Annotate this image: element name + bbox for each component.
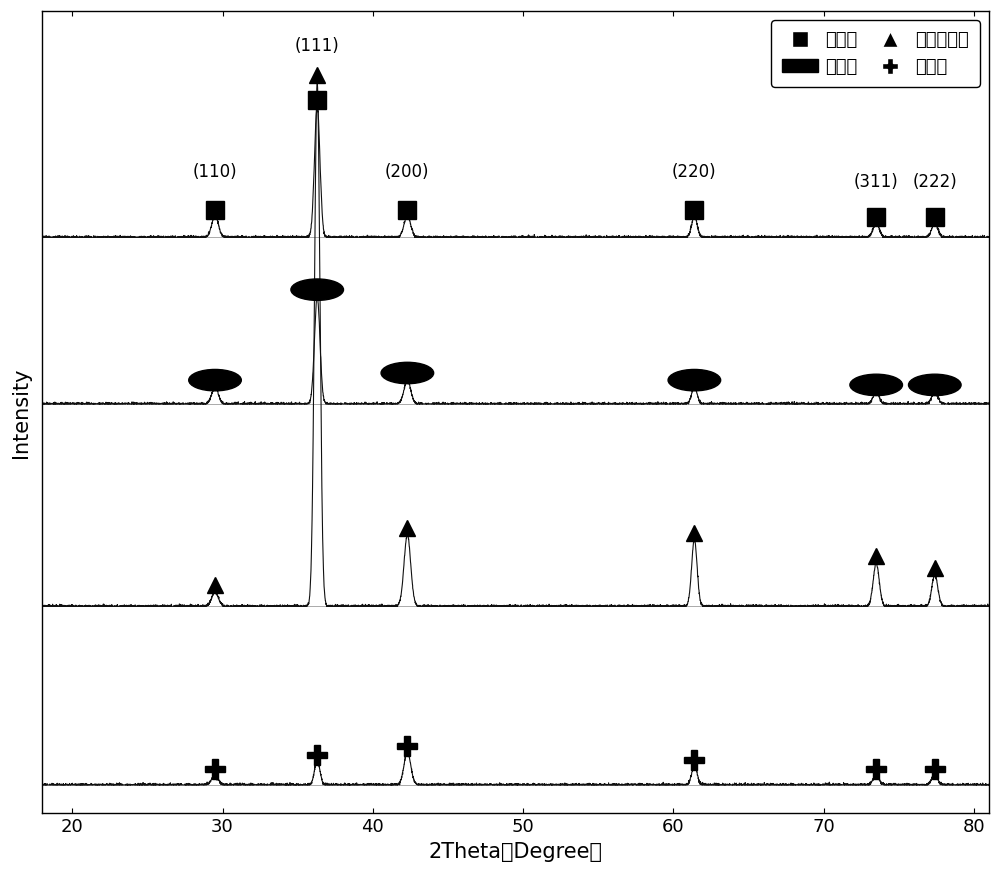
Text: (311): (311) (854, 173, 899, 191)
Legend: 空心球, 立方体, 空心立方体, 八面体: 空心球, 立方体, 空心立方体, 八面体 (771, 20, 980, 86)
Ellipse shape (381, 362, 434, 384)
Ellipse shape (668, 369, 721, 391)
Text: (220): (220) (672, 163, 717, 182)
Text: (222): (222) (912, 173, 957, 191)
X-axis label: 2Theta（Degree）: 2Theta（Degree） (429, 842, 603, 862)
Ellipse shape (291, 279, 344, 300)
Ellipse shape (850, 375, 902, 395)
Ellipse shape (908, 375, 961, 395)
Text: (111): (111) (295, 38, 340, 55)
Text: (110): (110) (193, 163, 237, 182)
Y-axis label: Intensity: Intensity (11, 367, 31, 457)
Text: (200): (200) (385, 163, 430, 182)
Ellipse shape (189, 369, 241, 391)
